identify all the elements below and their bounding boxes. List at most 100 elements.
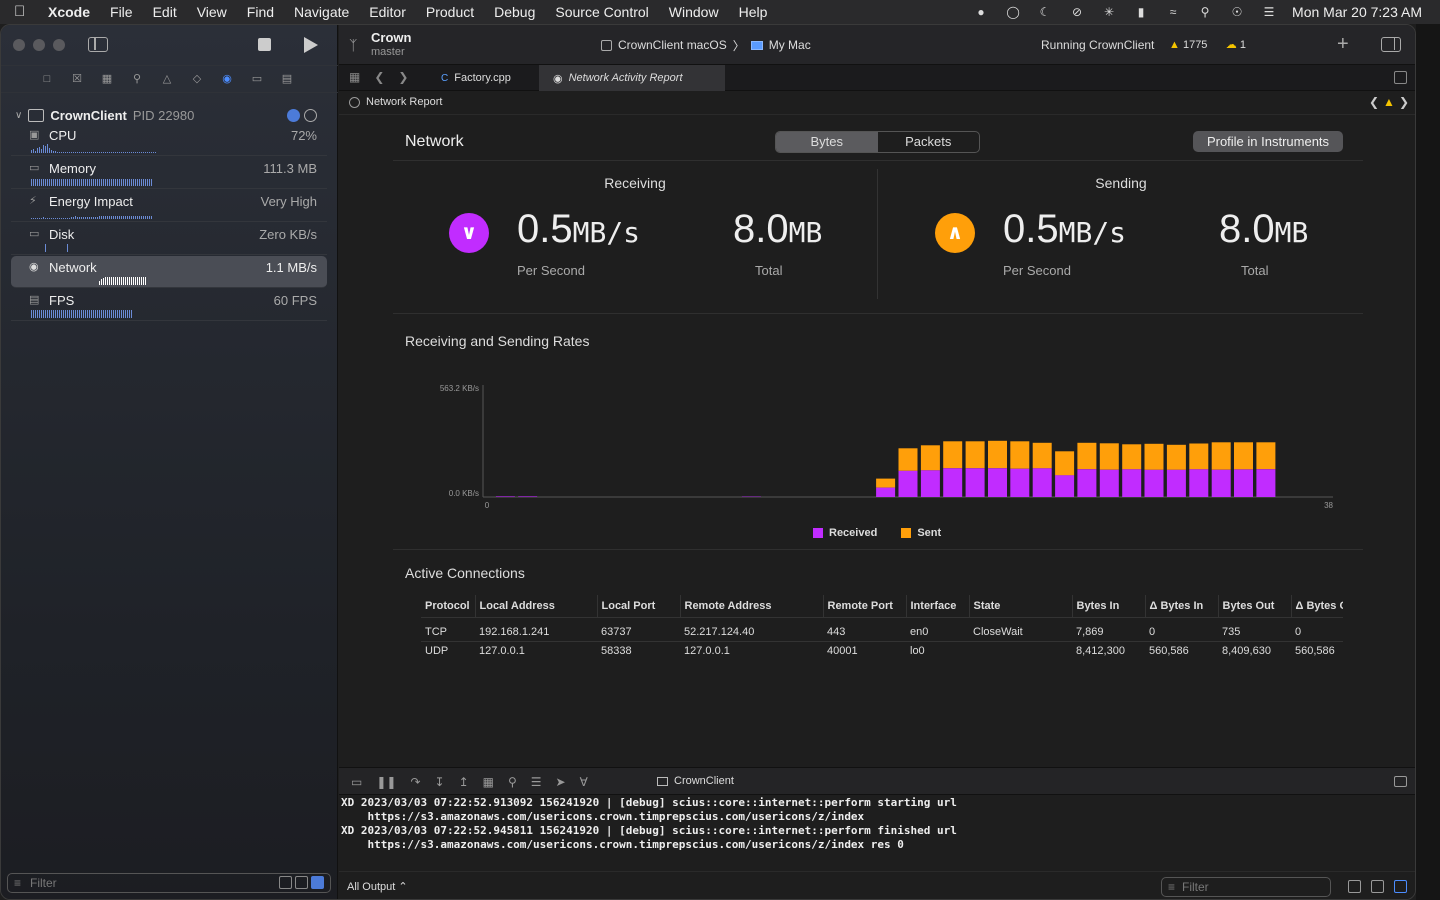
location-icon[interactable]: ➤	[555, 775, 566, 789]
split-left-icon[interactable]	[1371, 880, 1384, 893]
source-control-icon[interactable]: ☒	[72, 73, 82, 85]
stop-button[interactable]	[258, 38, 271, 51]
tab-network-activity-report[interactable]: ◉ Network Activity Report	[539, 65, 725, 91]
close-button[interactable]	[13, 39, 25, 51]
debug-target[interactable]: CrownClient	[657, 775, 734, 787]
gauge-network[interactable]: ◉ Network 1.1 MB/s	[11, 256, 327, 288]
mute-icon[interactable]: ⊘	[1072, 5, 1083, 19]
split-right-icon[interactable]	[1394, 880, 1407, 893]
gauge-fps[interactable]: ▤ FPS 60 FPS	[11, 289, 327, 321]
col-remote-address[interactable]: Remote Address	[679, 595, 823, 617]
test-icon[interactable]: ◇	[192, 73, 202, 85]
view-hierarchy-icon[interactable]: ▦	[482, 775, 494, 789]
step-out-icon[interactable]: ↥	[458, 775, 469, 789]
navigator-filter-input[interactable]: Filter	[7, 873, 331, 893]
menu-edit[interactable]: Edit	[152, 4, 177, 20]
warning-icon[interactable]: ▲	[1383, 95, 1395, 109]
col-delta-bytes-out[interactable]: Δ Bytes Out	[1290, 595, 1343, 617]
menu-view[interactable]: View	[196, 4, 227, 20]
info-icon[interactable]	[287, 108, 300, 122]
scheme-name[interactable]: CrownClient macOS	[618, 38, 727, 52]
grid-icon[interactable]: ▦	[349, 70, 361, 84]
issue-counts[interactable]: ▲ 1775 ☁ 1	[1169, 38, 1246, 51]
bluetooth-icon[interactable]: ✳	[1104, 5, 1115, 19]
back-icon[interactable]: ❮	[374, 70, 385, 84]
process-row[interactable]: ∨ CrownClient PID 22980	[15, 105, 325, 125]
step-over-icon[interactable]: ↷	[410, 775, 421, 789]
pause-icon[interactable]	[304, 108, 317, 122]
control-center-icon[interactable]: ☰	[1263, 5, 1275, 19]
memory-graph-icon[interactable]: ⚲	[507, 775, 517, 789]
col-local-port[interactable]: Local Port	[596, 595, 680, 617]
destination-name[interactable]: My Mac	[768, 38, 811, 52]
run-button[interactable]	[304, 37, 318, 53]
environment-icon[interactable]: ☰	[530, 775, 542, 789]
menu-navigate[interactable]: Navigate	[294, 4, 350, 20]
segment-bytes[interactable]: Bytes	[776, 132, 878, 152]
wifi-icon[interactable]: ≈	[1169, 5, 1177, 19]
gauge-memory[interactable]: ▭ Memory 111.3 MB	[11, 157, 327, 189]
menu-debug[interactable]: Debug	[494, 4, 536, 20]
filter-option-icon[interactable]	[311, 876, 324, 889]
breakpoint-icon[interactable]: ▭	[251, 73, 263, 85]
table-row[interactable]: TCP 192.168.1.241 63737 52.217.124.40 44…	[421, 616, 1343, 642]
instruments-icon[interactable]: ∀	[579, 775, 588, 789]
table-row[interactable]: UDP 127.0.0.1 58338 127.0.0.1 40001 lo0 …	[421, 641, 1343, 660]
gauge-energy[interactable]: ⚡ Energy Impact Very High	[11, 190, 327, 222]
console-toggle-icon[interactable]	[1394, 776, 1407, 787]
add-editor-icon[interactable]	[1394, 71, 1407, 84]
trash-icon[interactable]	[1348, 880, 1361, 893]
col-bytes-in[interactable]: Bytes In	[1071, 595, 1145, 617]
report-icon[interactable]: ▤	[281, 73, 293, 85]
scheme-selector[interactable]: CrownClient macOS 〉 My Mac	[601, 35, 811, 55]
menu-help[interactable]: Help	[738, 4, 768, 20]
moon-icon[interactable]: ☾	[1039, 5, 1051, 19]
jump-bar-label[interactable]: Network Report	[366, 96, 443, 108]
sync-icon[interactable]: ◯	[1006, 5, 1020, 19]
disclosure-chevron-icon[interactable]: ∨	[15, 109, 23, 121]
debug-navigator-icon[interactable]: ◉	[222, 73, 232, 85]
zoom-button[interactable]	[53, 39, 65, 51]
col-local-address[interactable]: Local Address	[474, 595, 597, 617]
add-icon[interactable]: +	[1337, 33, 1349, 55]
menu-app[interactable]: Xcode	[48, 4, 91, 20]
menu-file[interactable]: File	[110, 4, 133, 20]
console-output[interactable]: XD 2023/03/03 07:22:52.913092 156241920 …	[339, 796, 1415, 871]
inspector-toggle-icon[interactable]	[1381, 37, 1401, 52]
forward-icon[interactable]: ❯	[398, 70, 409, 84]
branch-name[interactable]: master	[371, 46, 405, 58]
tab-factory-cpp[interactable]: C Factory.cpp	[427, 65, 539, 91]
gauge-disk[interactable]: ▭ Disk Zero KB/s	[11, 223, 327, 255]
issue-icon[interactable]: △	[162, 73, 172, 85]
filter-option-icon[interactable]	[279, 876, 292, 889]
col-bytes-out[interactable]: Bytes Out	[1217, 595, 1291, 617]
col-remote-port[interactable]: Remote Port	[822, 595, 906, 617]
sidebar-toggle-icon[interactable]	[88, 37, 108, 52]
breakpoints-toggle-icon[interactable]: ❚❚	[376, 775, 397, 789]
project-name[interactable]: Crown	[371, 30, 412, 45]
accessibility-icon[interactable]: ●	[977, 5, 985, 19]
hide-debug-icon[interactable]: ▭	[351, 775, 363, 789]
minimize-button[interactable]	[33, 39, 45, 51]
menu-window[interactable]: Window	[668, 4, 719, 20]
gauge-cpu[interactable]: ▣ CPU 72%	[11, 124, 327, 156]
col-state[interactable]: State	[968, 595, 1072, 617]
menu-find[interactable]: Find	[246, 4, 275, 20]
battery-icon[interactable]: ▮	[1137, 5, 1145, 19]
col-delta-bytes-in[interactable]: Δ Bytes In	[1144, 595, 1218, 617]
clock[interactable]: Mon Mar 20 7:23 AM	[1292, 4, 1422, 20]
segment-packets[interactable]: Packets	[905, 134, 952, 149]
folder-icon[interactable]: □	[43, 73, 51, 85]
menu-product[interactable]: Product	[425, 4, 475, 20]
col-protocol[interactable]: Protocol	[425, 599, 470, 612]
menu-source-control[interactable]: Source Control	[555, 4, 649, 20]
next-issue-icon[interactable]: ❯	[1398, 95, 1409, 109]
find-icon[interactable]: ⚲	[132, 73, 142, 85]
profile-in-instruments-button[interactable]: Profile in Instruments	[1193, 131, 1343, 152]
col-interface[interactable]: Interface	[905, 595, 969, 617]
output-selector[interactable]: All Output ⌃	[347, 881, 408, 893]
prev-issue-icon[interactable]: ❮	[1368, 95, 1380, 109]
user-icon[interactable]: ☉	[1231, 5, 1243, 19]
step-into-icon[interactable]: ↧	[434, 775, 445, 789]
menu-editor[interactable]: Editor	[369, 4, 406, 20]
